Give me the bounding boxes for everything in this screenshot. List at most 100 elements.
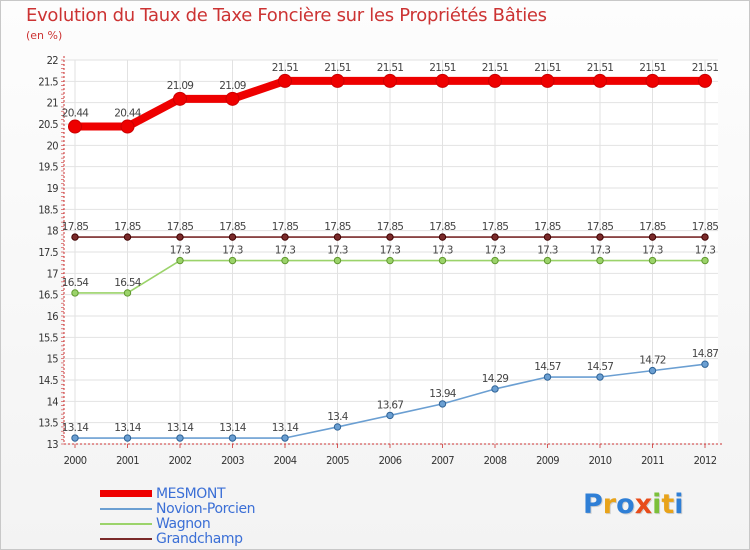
data-point xyxy=(71,289,79,297)
data-point xyxy=(228,434,237,442)
logo-letter: x xyxy=(634,489,653,520)
data-point xyxy=(330,73,345,88)
data-point xyxy=(333,423,342,431)
data-point xyxy=(176,434,184,442)
x-tick-label: 2004 xyxy=(274,454,297,467)
data-point xyxy=(596,373,604,381)
data-point xyxy=(596,256,604,265)
x-tick-label: 2000 xyxy=(64,454,87,467)
data-label: 14.57 xyxy=(534,361,561,373)
legend-item-mesmont: MESMONT xyxy=(100,486,255,501)
data-point xyxy=(543,373,552,381)
y-tick-label: 17.5 xyxy=(38,246,58,259)
data-point xyxy=(176,233,184,241)
data-label: 17.85 xyxy=(482,221,509,233)
x-tick-label: 2001 xyxy=(116,454,139,467)
x-tick-label: 2002 xyxy=(169,454,192,467)
proxiti-logo: Proxiti xyxy=(583,489,684,520)
data-point xyxy=(228,256,237,265)
data-label: 13.14 xyxy=(114,422,142,434)
data-label: 17.3 xyxy=(432,245,453,257)
y-tick-label: 18 xyxy=(47,225,59,238)
legend-swatch xyxy=(100,490,152,497)
data-point xyxy=(540,73,555,88)
data-point xyxy=(488,73,502,88)
data-label: 21.51 xyxy=(639,62,666,74)
data-point xyxy=(491,233,499,241)
data-point xyxy=(281,434,289,442)
data-label: 17.85 xyxy=(639,221,666,233)
y-tick-label: 16 xyxy=(47,310,59,323)
data-point xyxy=(383,73,397,88)
data-label: 14.29 xyxy=(482,373,509,385)
logo-letter: i xyxy=(674,489,684,520)
data-label: 14.57 xyxy=(587,361,614,373)
data-label: 13.94 xyxy=(429,388,457,400)
y-tick-label: 22 xyxy=(47,54,59,67)
data-label: 17.85 xyxy=(219,221,246,233)
data-point xyxy=(701,360,709,368)
data-label: 21.51 xyxy=(534,62,561,74)
y-tick-label: 20.5 xyxy=(38,118,58,131)
data-label: 17.85 xyxy=(587,221,614,233)
y-tick-label: 16.5 xyxy=(38,289,58,302)
data-point xyxy=(281,256,289,265)
data-point xyxy=(71,233,79,241)
data-label: 13.14 xyxy=(62,422,90,434)
data-point xyxy=(593,73,607,88)
data-point xyxy=(176,256,184,265)
data-point xyxy=(386,233,394,241)
data-point xyxy=(386,256,394,265)
y-tick-label: 18.5 xyxy=(38,203,58,216)
legend-swatch xyxy=(100,537,152,540)
logo-letter: i xyxy=(652,489,662,520)
data-point xyxy=(123,289,132,297)
data-point xyxy=(281,233,289,241)
logo-letter: o xyxy=(616,489,635,520)
data-label: 16.54 xyxy=(114,277,142,289)
data-label: 16.54 xyxy=(62,277,90,289)
data-label: 17.85 xyxy=(62,221,89,233)
data-point xyxy=(438,256,447,265)
data-label: 17.85 xyxy=(429,221,456,233)
y-tick-label: 13 xyxy=(47,438,59,451)
data-point xyxy=(648,256,657,265)
data-label: 13.14 xyxy=(219,422,247,434)
x-tick-label: 2008 xyxy=(484,454,507,467)
legend-item-wagnon: Wagnon xyxy=(100,516,255,531)
data-label: 13.14 xyxy=(272,422,300,434)
data-label: 21.51 xyxy=(587,62,614,74)
logo-letter: t xyxy=(661,489,675,520)
y-tick-label: 15.5 xyxy=(38,331,58,344)
data-label: 21.51 xyxy=(482,62,509,74)
data-label: 17.3 xyxy=(537,245,558,257)
data-label: 17.85 xyxy=(114,221,141,233)
y-tick-label: 14 xyxy=(47,395,59,408)
data-point xyxy=(645,73,660,88)
logo-letter: r xyxy=(602,489,617,520)
data-point xyxy=(701,233,709,241)
x-tick-label: 2010 xyxy=(589,454,612,467)
x-tick-label: 2009 xyxy=(536,454,559,467)
data-point xyxy=(648,366,657,375)
data-label: 21.51 xyxy=(324,62,351,74)
data-point xyxy=(120,119,135,134)
data-label: 17.3 xyxy=(590,245,611,257)
y-tick-label: 20 xyxy=(47,139,59,152)
data-label: 17.85 xyxy=(534,221,561,233)
data-label: 17.3 xyxy=(380,245,401,257)
data-label: 20.44 xyxy=(62,108,90,120)
y-tick-label: 19 xyxy=(47,182,59,195)
data-label: 20.44 xyxy=(114,108,142,120)
data-label: 17.85 xyxy=(167,221,194,233)
data-point xyxy=(228,233,237,241)
y-tick-label: 15 xyxy=(47,353,59,366)
data-label: 21.51 xyxy=(429,62,456,74)
data-point xyxy=(71,434,79,442)
x-tick-label: 2005 xyxy=(326,454,349,467)
data-label: 17.3 xyxy=(327,245,348,257)
chart-subtitle: (en %) xyxy=(26,29,63,42)
legend-swatch xyxy=(100,522,152,525)
data-point xyxy=(123,434,132,442)
